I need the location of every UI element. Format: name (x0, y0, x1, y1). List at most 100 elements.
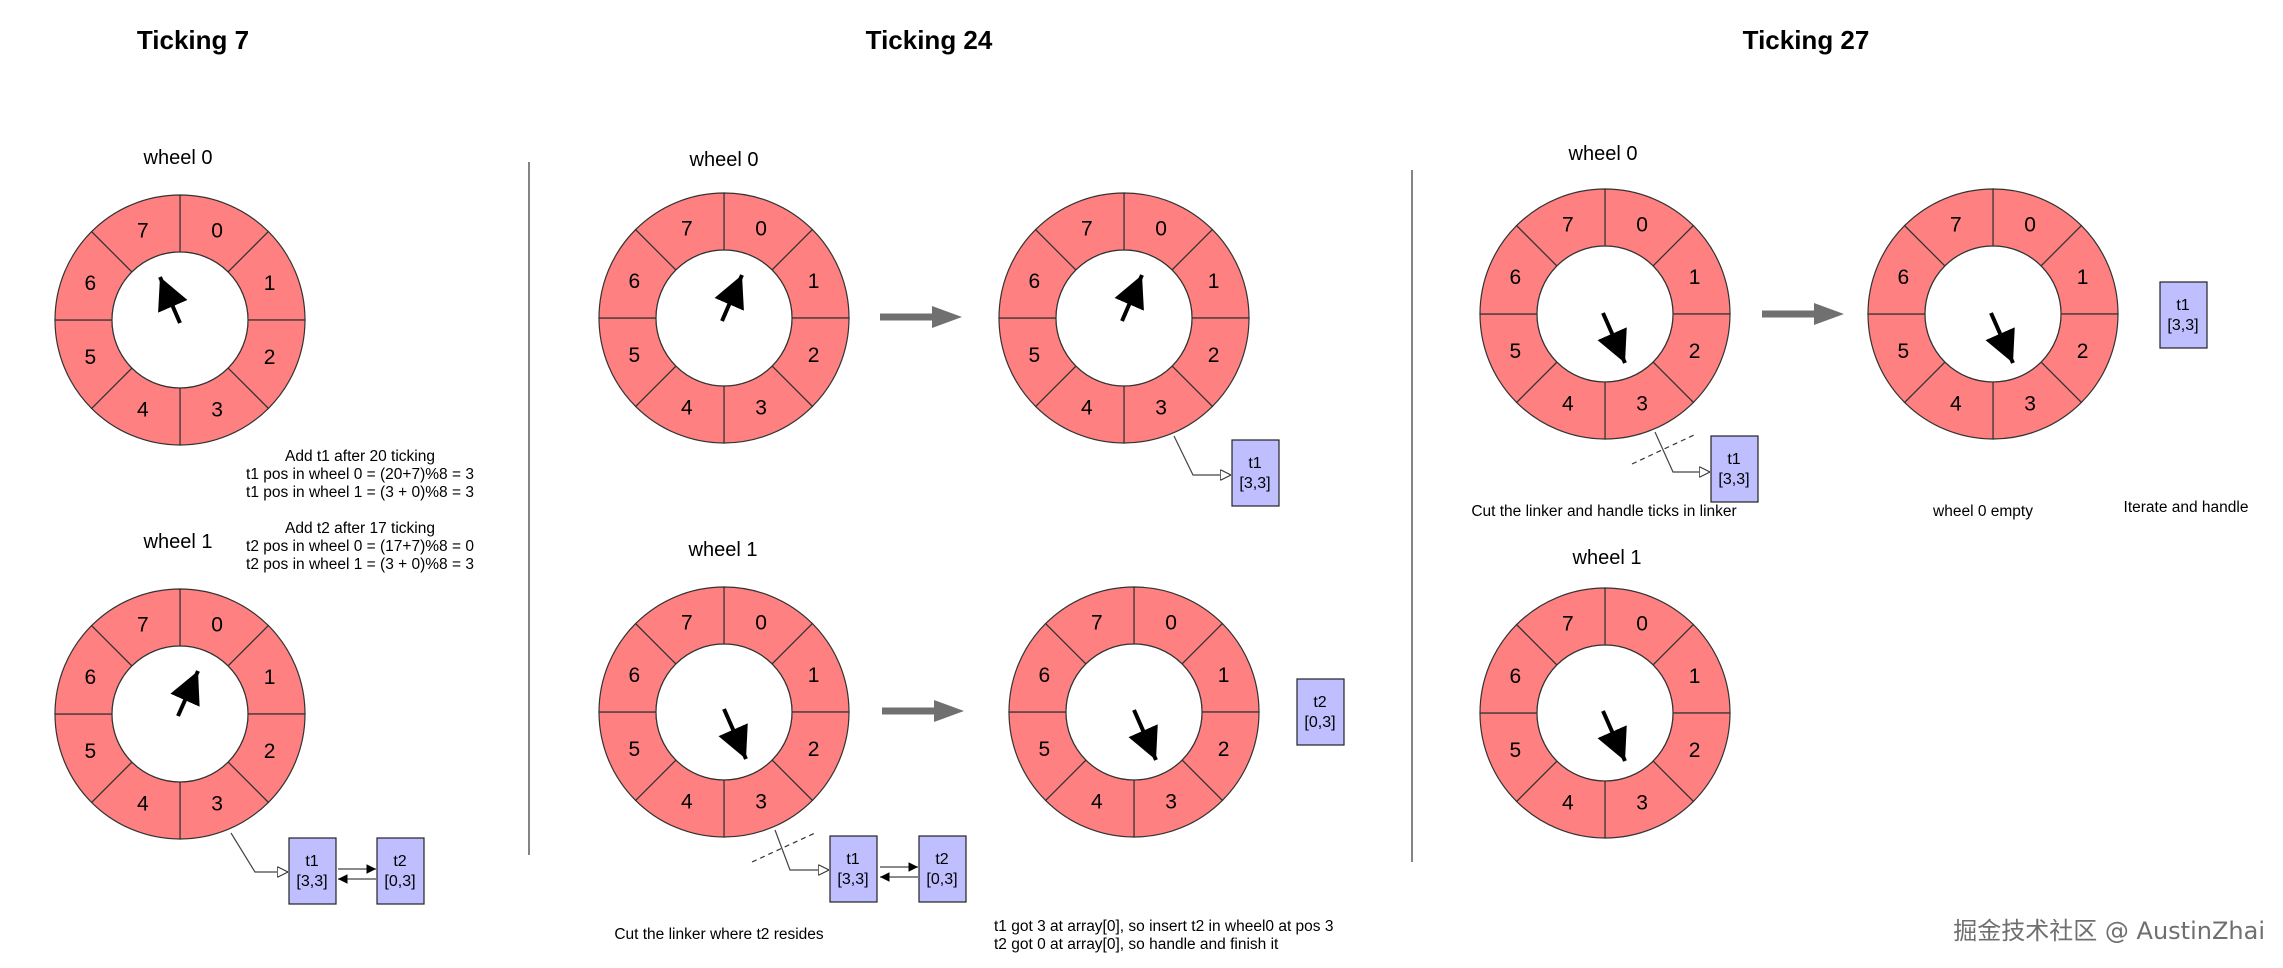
wheel-slot-label: 7 (1081, 217, 1093, 240)
wheel-slot-label: 0 (211, 613, 223, 636)
wheel-slot-label: 4 (1562, 792, 1574, 815)
svg-text:[0,3]: [0,3] (384, 873, 415, 890)
wheel-slot-label: 1 (2077, 266, 2089, 289)
wheel-slot-label: 4 (1950, 393, 1962, 416)
wheel-slot-label: 5 (1898, 340, 1910, 363)
wheel-slot-label: 3 (755, 397, 767, 420)
wheel-slot-label: 1 (264, 272, 276, 295)
task-box-t2: t2 [0,3] (918, 835, 967, 903)
wheel-slot-label: 5 (85, 346, 97, 369)
note-t2-got: t2 got 0 at array[0], so handle and fini… (994, 936, 1279, 953)
wheel-slot-label: 0 (2024, 213, 2036, 236)
wheel-slot-label: 5 (1510, 739, 1522, 762)
wheel-slot-label: 4 (1562, 393, 1574, 416)
wheel-slot-label: 6 (85, 272, 97, 295)
wheel-slot-label: 5 (1029, 344, 1041, 367)
svg-text:[3,3]: [3,3] (1718, 471, 1749, 488)
svg-text:t1: t1 (305, 853, 318, 870)
wheel-ring: 0 1 2 3 4 5 6 7 (1479, 587, 1731, 839)
wheel-slot-label: 5 (1039, 738, 1051, 761)
wheel-slot-label: 1 (1689, 665, 1701, 688)
wheel-label-wheel-1: wheel 1 (143, 531, 213, 553)
svg-text:[3,3]: [3,3] (837, 871, 868, 888)
wheel-slot-label: 7 (1562, 213, 1574, 236)
wheel-pointer (1597, 312, 1627, 364)
wheel-pointer (1985, 312, 2015, 364)
note-add-t2: Add t2 after 17 ticking t2 pos in wheel … (246, 520, 474, 573)
wheel-slot-label: 3 (755, 791, 767, 814)
wheel-pointer (170, 670, 200, 717)
transition-arrow (1762, 303, 1844, 325)
wheel-slot-label: 6 (1510, 665, 1522, 688)
wheel-slot-label: 0 (1155, 217, 1167, 240)
wheel-slot-label: 7 (137, 613, 149, 636)
svg-text:[3,3]: [3,3] (2167, 317, 2198, 334)
svg-text:t2: t2 (393, 853, 406, 870)
note-t1-got: t1 got 3 at array[0], so insert t2 in wh… (994, 918, 1333, 935)
wheel-slot-label: 0 (211, 219, 223, 242)
linker-line (230, 832, 288, 872)
wheel-slot-label: 7 (681, 611, 693, 634)
linker-line (774, 829, 829, 870)
wheel-slot-label: 4 (1091, 791, 1103, 814)
svg-text:[3,3]: [3,3] (296, 873, 327, 890)
wheel-slot-label: 4 (681, 791, 693, 814)
wheel-slot-label: 6 (629, 270, 641, 293)
svg-text:[0,3]: [0,3] (1304, 714, 1335, 731)
wheel-slot-label: 7 (681, 217, 693, 240)
wheel-slot-label: 7 (1950, 213, 1962, 236)
wheel-ring: 0 1 2 3 4 5 6 7 (54, 194, 306, 446)
note-cut-and-handle: Cut the linker and handle ticks in linke… (1471, 503, 1736, 520)
wheel-slot-label: 2 (1689, 340, 1701, 363)
note-iterate-and-handle: Iterate and handle (2124, 499, 2249, 516)
wheel-pointer (1128, 709, 1158, 761)
wheel-slot-label: 5 (85, 740, 97, 763)
wheel-pointer (714, 274, 744, 322)
wheel-pointer (1114, 274, 1144, 322)
wheel-slot-label: 7 (137, 219, 149, 242)
wheel-pointer (718, 708, 748, 760)
svg-text:t2: t2 (935, 851, 948, 868)
wheel-slot-label: 0 (755, 217, 767, 240)
wheel-slot-label: 3 (1636, 393, 1648, 416)
svg-text:t1 pos in wheel 0 = (20+7)%8 =: t1 pos in wheel 0 = (20+7)%8 = 3 (246, 466, 474, 483)
task-box-t2: t2 [0,3] (1296, 678, 1345, 746)
wheel-slot-label: 5 (1510, 340, 1522, 363)
wheel-pointer (158, 276, 188, 324)
wheel-slot-label: 5 (629, 344, 641, 367)
svg-text:t1: t1 (1727, 451, 1740, 468)
svg-text:Add t2 after 17 ticking: Add t2 after 17 ticking (285, 520, 435, 537)
wheel-slot-label: 6 (1898, 266, 1910, 289)
wheel-slot-label: 4 (137, 793, 149, 816)
note-cut-linker-t2: Cut the linker where t2 resides (614, 926, 824, 943)
wheel-slot-label: 0 (1165, 611, 1177, 634)
wheel-slot-label: 2 (2077, 340, 2089, 363)
watermark: 掘金技术社区 @ AustinZhai (1953, 917, 2265, 945)
wheel-label-wheel-0: wheel 0 (143, 147, 213, 169)
wheel-slot-label: 4 (681, 397, 693, 420)
linker-line (1173, 435, 1231, 475)
linker-line (1654, 431, 1710, 472)
wheel-label-wheel-1: wheel 1 (1572, 547, 1642, 569)
wheel-slot-label: 5 (629, 738, 641, 761)
wheel-slot-label: 1 (808, 664, 820, 687)
wheel-slot-label: 4 (137, 399, 149, 422)
wheel-slot-label: 1 (1689, 266, 1701, 289)
wheel-slot-label: 4 (1081, 397, 1093, 420)
section-title-ticking-7: Ticking 7 (137, 25, 249, 55)
wheel-label-wheel-1: wheel 1 (688, 539, 758, 561)
task-box-t1: t1 [3,3] (829, 835, 878, 903)
svg-text:t2 pos in wheel 0 = (17+7)%8 =: t2 pos in wheel 0 = (17+7)%8 = 0 (246, 538, 474, 555)
svg-text:t1: t1 (846, 851, 859, 868)
transition-arrow (882, 700, 964, 722)
task-box-t1: t1 [3,3] (1710, 435, 1759, 503)
wheel-slot-label: 3 (211, 399, 223, 422)
svg-text:t1: t1 (1248, 455, 1261, 472)
wheel-slot-label: 3 (1155, 397, 1167, 420)
wheel-slot-label: 1 (1208, 270, 1220, 293)
wheel-slot-label: 7 (1091, 611, 1103, 634)
wheel-slot-label: 3 (1636, 792, 1648, 815)
svg-text:t2: t2 (1313, 694, 1326, 711)
section-title-ticking-27: Ticking 27 (1743, 25, 1870, 55)
wheel-slot-label: 3 (2024, 393, 2036, 416)
